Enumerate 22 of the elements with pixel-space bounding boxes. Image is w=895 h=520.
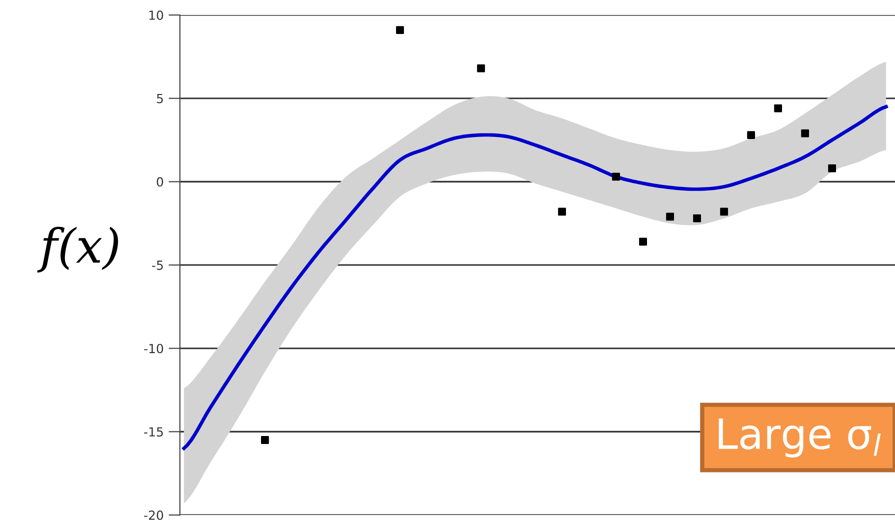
point [477, 64, 485, 72]
point [396, 26, 404, 34]
point [774, 104, 782, 112]
y-tick-label: -5 [152, 260, 163, 270]
point [612, 172, 620, 181]
point [828, 164, 836, 172]
point [801, 129, 810, 138]
point [693, 214, 701, 222]
y-tick-label: 10 [149, 10, 164, 20]
annotation: Large σ$_{l}$ [718, 418, 881, 458]
y-tick-label: -15 [144, 427, 163, 437]
y-axis-title: f(x) [37, 226, 118, 272]
point [747, 131, 756, 139]
y-tick-label: -10 [144, 344, 164, 354]
point [666, 212, 674, 221]
point [639, 238, 647, 246]
point [261, 436, 269, 444]
y-tick-label: 0 [156, 177, 164, 187]
point [720, 208, 728, 216]
y-tick-label: 5 [156, 94, 163, 104]
point [558, 208, 566, 216]
y-tick-label: -20 [144, 510, 164, 520]
